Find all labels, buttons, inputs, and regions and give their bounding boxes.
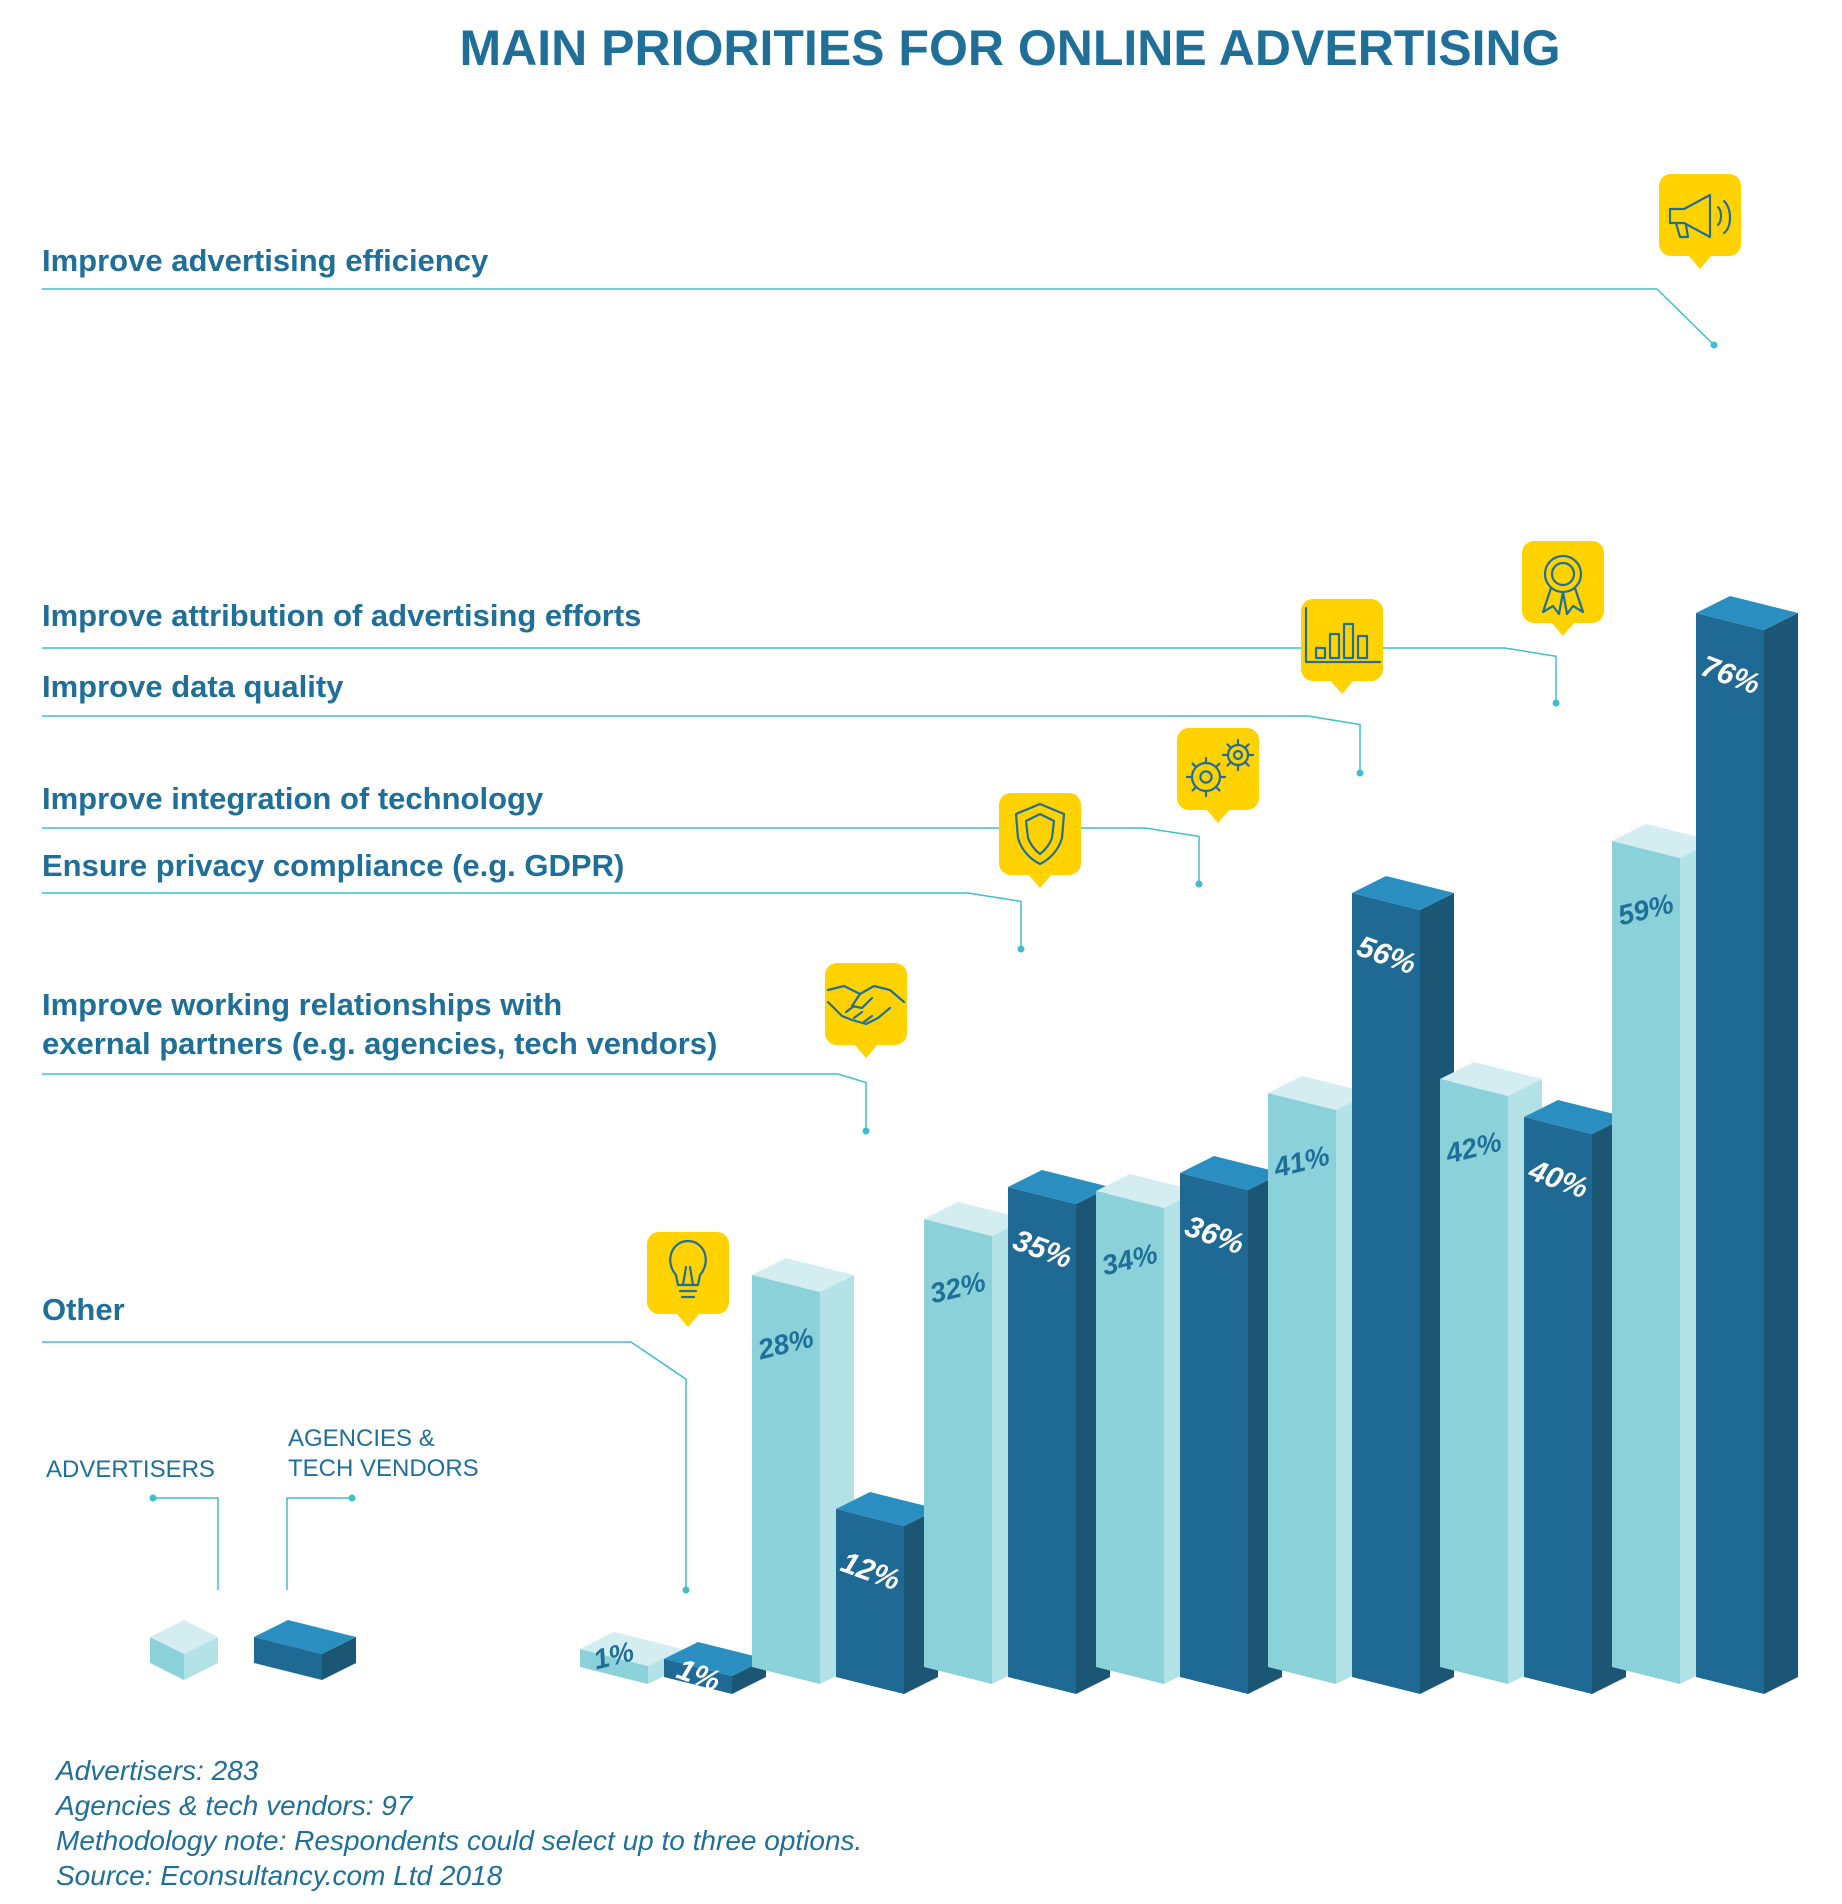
bar-chart-icon: [1301, 599, 1383, 694]
footnote-source: Source: Econsultancy.com Ltd 2018: [56, 1860, 503, 1891]
category-labels: Other Improve working relationships with e…: [42, 243, 717, 1327]
bar-front-face: [752, 1275, 820, 1684]
legend-swatch-agencies: [254, 1620, 356, 1680]
leader-line: [42, 288, 1715, 346]
bar-top-face: [1008, 1170, 1110, 1204]
bar-front-face: [1268, 1093, 1336, 1684]
category-label: Improve advertising efficiency: [42, 243, 489, 278]
bar-top-face: [664, 1642, 766, 1676]
bar-top-face: [752, 1258, 854, 1292]
bar-top-face: [1524, 1100, 1626, 1134]
bar-top-face: [836, 1492, 938, 1526]
legend: ADVERTISERS AGENCIES & TECH VENDORS: [46, 1425, 479, 1680]
gears-icon: [1177, 728, 1259, 823]
footnote-agencies: Agencies & tech vendors: 97: [54, 1790, 414, 1821]
legend-dot: [149, 1494, 157, 1502]
legend-swatch-advertisers: [150, 1620, 218, 1680]
category-label: Ensure privacy compliance (e.g. GDPR): [42, 848, 624, 883]
legend-dot: [348, 1494, 356, 1502]
bar-front-face: [1440, 1079, 1508, 1684]
leader-line: [42, 1341, 687, 1590]
leader-line: [42, 1073, 867, 1131]
leader-lines: [42, 288, 1718, 1594]
shield-icon: [999, 793, 1081, 888]
bar-top-face: [1612, 824, 1714, 858]
bar-front-face: [580, 1649, 648, 1684]
legend-label-advertisers: ADVERTISERS: [46, 1456, 215, 1483]
legend-connector-agencies: [286, 1497, 352, 1590]
bar-front-face: [1008, 1187, 1076, 1694]
leader-line: [42, 827, 1200, 884]
footnote-advertisers: Advertisers: 283: [54, 1755, 259, 1786]
bar-front-face: [1696, 613, 1764, 1694]
bar-front-face: [1352, 893, 1420, 1694]
leader-dot: [1356, 769, 1364, 777]
bars: 1% 1%28%12%32%35% 34% 36%41%56%42%40%59%76%: [580, 596, 1798, 1699]
bar-top-face: [1696, 596, 1798, 630]
bar-top-face: [1268, 1076, 1370, 1110]
bar-front-face: [1612, 841, 1680, 1684]
lightbulb-icon: [647, 1232, 729, 1327]
category-label: Improve integration of technology: [42, 781, 544, 816]
category-label: Other: [42, 1292, 125, 1327]
bar-front-face: [1524, 1117, 1592, 1694]
legend-label-agencies-line1: AGENCIES &: [288, 1425, 435, 1452]
legend-label-agencies-line2: TECH VENDORS: [288, 1455, 479, 1482]
bar-front-face: [1180, 1173, 1248, 1694]
megaphone-icon: [1659, 174, 1741, 269]
category-label: Improve working relationships with: [42, 987, 562, 1022]
category-label: Improve data quality: [42, 669, 344, 704]
bar-top-face: [924, 1202, 1026, 1236]
bar-top-face: [1352, 876, 1454, 910]
bar-front-face: [836, 1509, 904, 1694]
legend-connector-advertisers: [153, 1497, 219, 1590]
leader-dot: [1710, 341, 1718, 349]
bar-front-face: [1096, 1191, 1164, 1684]
handshake-icon: [825, 963, 907, 1058]
leader-dot: [1552, 699, 1560, 707]
leader-line: [42, 647, 1557, 703]
leader-line: [42, 715, 1361, 773]
category-icons: [647, 174, 1741, 1327]
leader-dot: [1017, 945, 1025, 953]
bar-top-face: [1440, 1062, 1542, 1096]
award-ribbon-icon: [1522, 541, 1604, 636]
footnote-methodology: Methodology note: Respondents could sele…: [56, 1825, 862, 1856]
category-label: Improve attribution of advertising effor…: [42, 598, 641, 633]
bar-top-face: [1180, 1156, 1282, 1190]
bar-top-face: [1096, 1174, 1198, 1208]
category-label: exernal partners (e.g. agencies, tech ve…: [42, 1026, 717, 1061]
leader-dot: [1195, 880, 1203, 888]
bar-side-face: [1764, 613, 1798, 1694]
footnotes: Advertisers: 283 Agencies & tech vendors…: [54, 1755, 862, 1891]
chart-title: MAIN PRIORITIES FOR ONLINE ADVERTISING: [460, 20, 1561, 76]
bar-agencies: [1352, 876, 1454, 1694]
bar-agencies: [1696, 596, 1798, 1694]
bar-front-face: [664, 1659, 732, 1694]
leader-line: [42, 892, 1022, 949]
bar-front-face: [924, 1219, 992, 1684]
bar-top-face: [580, 1632, 682, 1666]
legend-swatches: [150, 1620, 356, 1680]
leader-dot: [682, 1586, 690, 1594]
leader-dot: [862, 1127, 870, 1135]
